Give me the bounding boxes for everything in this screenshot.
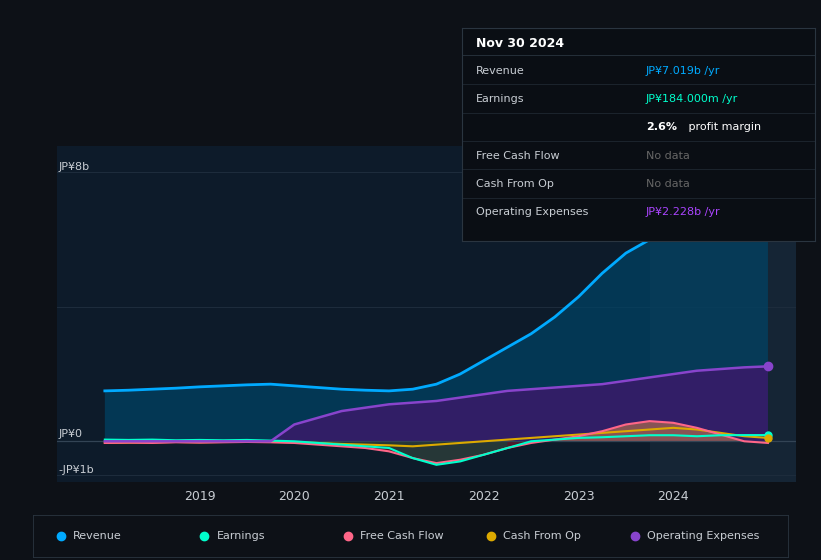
Text: Revenue: Revenue — [476, 66, 525, 76]
Text: JP¥0: JP¥0 — [59, 428, 83, 438]
Text: Free Cash Flow: Free Cash Flow — [360, 531, 443, 541]
Text: JP¥7.019b /yr: JP¥7.019b /yr — [646, 66, 720, 76]
Text: Earnings: Earnings — [476, 94, 525, 104]
Text: Free Cash Flow: Free Cash Flow — [476, 151, 560, 161]
Bar — [649, 146, 796, 482]
Text: Earnings: Earnings — [217, 531, 265, 541]
Text: JP¥2.228b /yr: JP¥2.228b /yr — [646, 207, 720, 217]
Text: -JP¥1b: -JP¥1b — [59, 465, 94, 475]
Text: No data: No data — [646, 151, 690, 161]
Text: No data: No data — [646, 179, 690, 189]
Text: Nov 30 2024: Nov 30 2024 — [476, 37, 565, 50]
Text: profit margin: profit margin — [685, 122, 761, 132]
Text: Operating Expenses: Operating Expenses — [476, 207, 589, 217]
Text: JP¥184.000m /yr: JP¥184.000m /yr — [646, 94, 738, 104]
Text: JP¥8b: JP¥8b — [59, 162, 90, 172]
Text: Cash From Op: Cash From Op — [503, 531, 581, 541]
Text: Revenue: Revenue — [73, 531, 122, 541]
Text: Cash From Op: Cash From Op — [476, 179, 554, 189]
Text: 2.6%: 2.6% — [646, 122, 677, 132]
Text: Operating Expenses: Operating Expenses — [647, 531, 759, 541]
